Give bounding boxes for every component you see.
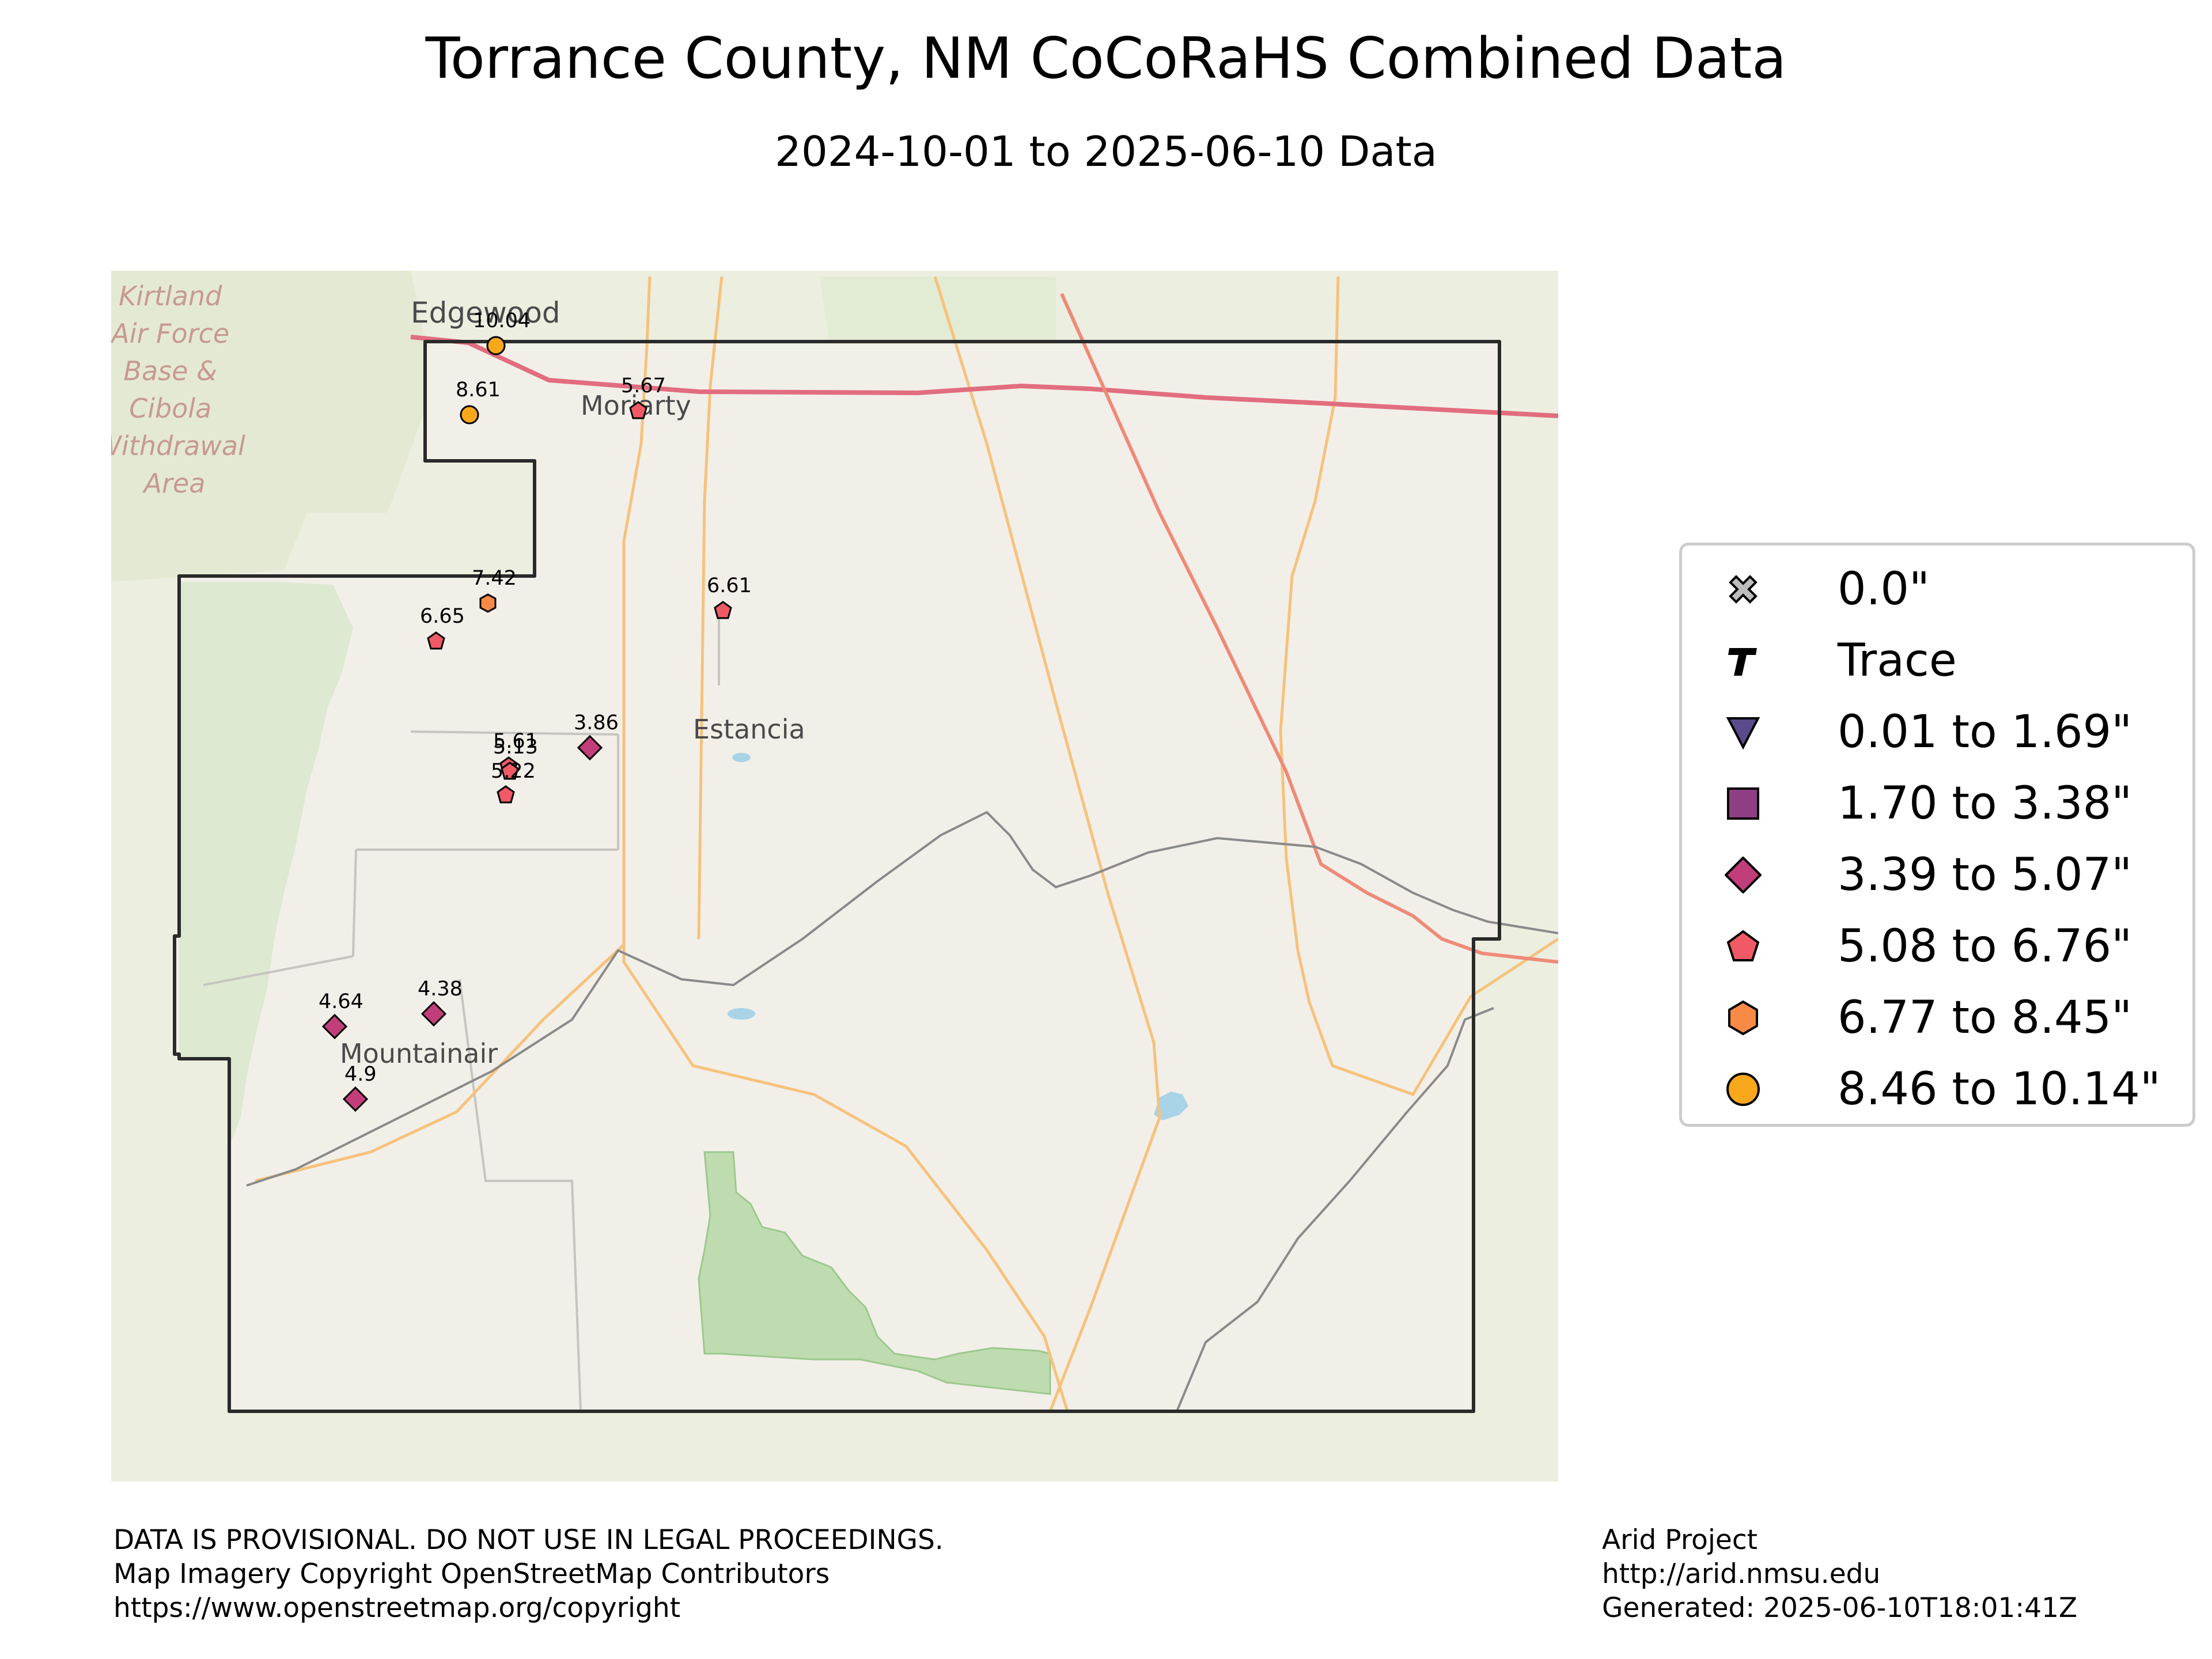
diamond-marker [421, 1001, 447, 1027]
legend-label: 1.70 to 3.38" [1838, 778, 2133, 830]
station-marker-circle [486, 336, 506, 355]
station-marker-pentagon [501, 762, 519, 780]
footer-disclaimer: DATA IS PROVISIONAL. DO NOT USE IN LEGAL… [113, 1523, 944, 1625]
legend-row-bin2: 1.70 to 3.38" [1682, 768, 2192, 839]
legend-row-trace: Trace [1682, 625, 2192, 696]
legend-label: 0.01 to 1.69" [1838, 706, 2133, 758]
station-marker-pentagon [497, 785, 515, 804]
diamond-marker [577, 734, 603, 761]
station-value-label: 7.42 [472, 567, 517, 590]
station-value-label: 4.64 [319, 990, 363, 1013]
station-value-label: 4.9 [344, 1063, 377, 1086]
pentagon-icon [1726, 930, 1760, 961]
pentagon-marker [497, 785, 515, 804]
hexagon-icon [1728, 1000, 1758, 1036]
circle-marker [486, 336, 506, 355]
pentagon-marker [427, 631, 445, 650]
legend-row-bin6: 8.46 to 10.14" [1682, 1054, 2192, 1125]
us-285 [697, 276, 724, 940]
station-marker-circle [460, 405, 479, 425]
legend-label: 0.0" [1838, 563, 1930, 615]
circle-marker [460, 405, 479, 425]
footer-copyright-url: https://www.openstreetmap.org/copyright [113, 1592, 681, 1624]
legend-row-bin1: 0.01 to 1.69" [1682, 696, 2192, 768]
station-value-label: 10.04 [473, 309, 531, 332]
map-subtitle: 2024-10-01 to 2025-06-10 Data [775, 127, 1437, 176]
station-value-label: 5.67 [621, 374, 666, 397]
trace-t-icon [1728, 648, 1757, 676]
place-label-edgewood: Edgewood [411, 296, 560, 329]
interstate-40 [410, 335, 1558, 418]
station-value-label: 4.38 [418, 978, 463, 1001]
manzano-forest-strip [179, 582, 353, 1146]
county-map: Kirtland Air Force Base & Cibola Withdra… [111, 271, 1558, 1482]
footer-copyright-line: Map Imagery Copyright OpenStreetMap Cont… [113, 1558, 830, 1590]
station-marker-hexagon [479, 593, 497, 613]
county-boundary-outline [173, 340, 1501, 1413]
station-value-label: 6.61 [707, 574, 752, 597]
legend-label: 8.46 to 10.14" [1838, 1063, 2161, 1115]
station-marker-diamond [421, 1001, 447, 1027]
lake-central [728, 1008, 755, 1020]
station-value-label: 5.61 [493, 730, 538, 753]
station-value-label: 6.65 [420, 605, 465, 628]
station-marker-pentagon [427, 631, 445, 650]
triangle-down-icon [1726, 717, 1760, 750]
station-value-label: 8.61 [456, 378, 501, 402]
station-value-label: 5.22 [491, 760, 536, 783]
pentagon-marker [714, 601, 732, 619]
legend-row-zero: 0.0" [1682, 554, 2192, 625]
square-icon [1727, 787, 1759, 820]
diamond-marker [321, 1013, 348, 1040]
cibola-forest-south [698, 1151, 1051, 1395]
legend-row-bin5: 6.77 to 8.45" [1682, 982, 2192, 1054]
footer-project-url: http://arid.nmsu.edu [1602, 1558, 1881, 1590]
legend-label: Trace [1838, 635, 1957, 687]
legend-label: 3.39 to 5.07" [1838, 849, 2133, 901]
diamond-marker [342, 1086, 369, 1112]
station-marker-diamond [342, 1086, 369, 1112]
station-value-label: 3.86 [574, 711, 619, 734]
station-marker-pentagon [714, 601, 732, 619]
diamond-icon [1725, 857, 1762, 893]
station-value-label: 5.13 [493, 736, 538, 759]
lake-north [732, 753, 751, 762]
station-marker-diamond [577, 734, 603, 761]
station-marker-pentagon [629, 401, 647, 419]
x-icon [1729, 575, 1758, 604]
footer-project-name: Arid Project [1602, 1524, 1758, 1556]
legend-label: 5.08 to 6.76" [1838, 921, 2133, 972]
us-54 [1060, 293, 1558, 964]
outside-forest-area [111, 271, 434, 582]
legend-label: 6.77 to 8.45" [1838, 992, 2133, 1044]
footer-generated: Generated: 2025-06-10T18:01:41Z [1602, 1592, 2078, 1624]
laguna-del-perro [1154, 1092, 1188, 1120]
state-roads [255, 276, 1558, 1412]
circle-icon [1726, 1073, 1760, 1106]
pentagon-marker [501, 762, 519, 780]
kirtland-label: Kirtland Air Force Base & Cibola Withdra… [111, 281, 253, 499]
map-title: Torrance County, NM CoCoRaHS Combined Da… [425, 26, 1787, 92]
place-label-mountainair: Mountainair [340, 1038, 498, 1069]
pentagon-marker [629, 401, 647, 419]
hexagon-marker [479, 593, 497, 613]
place-label-estancia: Estancia [693, 714, 805, 745]
legend-row-bin3: 3.39 to 5.07" [1682, 839, 2192, 911]
local-road-grid [203, 616, 720, 1412]
footer-disclaimer-line: DATA IS PROVISIONAL. DO NOT USE IN LEGAL… [113, 1524, 944, 1556]
legend: 0.0" Trace 0.01 to 1.69" 1.70 to 3.38" 3… [1679, 543, 2195, 1127]
footer-credits: Arid Project http://arid.nmsu.edu Genera… [1602, 1523, 2077, 1625]
stations-layer: 10.04 8.61 5.67 7.42 6.61 6.65 3.86 5.615.135.2… [319, 309, 752, 1112]
legend-row-bin4: 5.08 to 6.76" [1682, 911, 2192, 982]
railway [246, 810, 1558, 1412]
station-marker-diamond [321, 1013, 348, 1040]
